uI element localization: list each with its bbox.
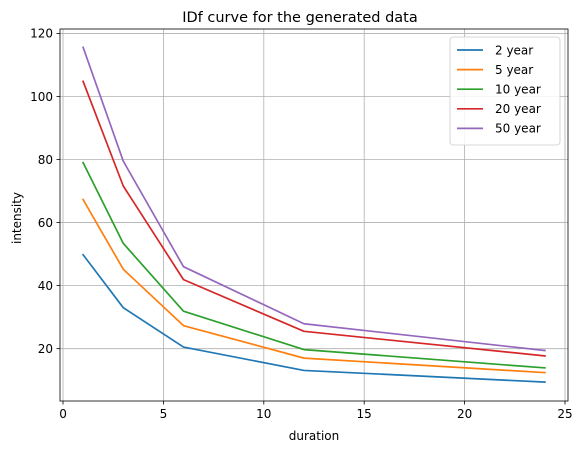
legend-label: 10 year [495,83,541,97]
grid-lines [60,29,568,401]
legend: 2 year 5 year 10 year 20 year 50 year [449,36,561,146]
series-line-5-year [81,198,546,374]
legend-label: 20 year [495,102,541,116]
y-tick-label: 20 [38,342,53,356]
series-line-50-year [82,46,546,352]
chart-title: IDf curve for the generated data [182,10,418,26]
y-tick-label: 100 [30,90,53,104]
legend-box [449,36,561,146]
plot-frame [59,28,569,402]
series-line-10-year [81,161,546,369]
y-tick-label: 120 [30,27,53,41]
legend-label: 50 year [495,122,541,136]
x-tick-label: 0 [59,407,67,421]
y-tick-label: 40 [38,279,53,293]
legend-label: 2 year [495,43,533,57]
x-tick-label: 20 [457,407,472,421]
x-axis-label: duration [289,429,340,443]
x-tick-label: 15 [357,407,372,421]
series-lines [81,46,546,383]
legend-label: 5 year [495,63,533,77]
x-axis-ticks: 0 5 10 15 20 25 [59,401,573,421]
y-axis-label: intensity [10,192,24,244]
series-line-2-year [81,253,546,383]
x-tick-label: 25 [557,407,572,421]
series-line-20-year [81,80,546,357]
y-axis-ticks: 20 40 60 80 100 120 [30,27,60,356]
y-tick-label: 80 [38,153,53,167]
y-tick-label: 60 [38,216,53,230]
x-tick-label: 5 [160,407,168,421]
x-tick-label: 10 [256,407,271,421]
